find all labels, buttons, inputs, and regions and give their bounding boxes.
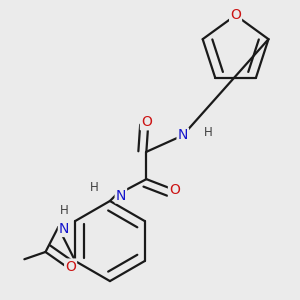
Text: O: O [169, 183, 180, 197]
Text: N: N [116, 188, 126, 203]
Text: O: O [230, 8, 241, 22]
Text: H: H [60, 204, 68, 217]
Text: H: H [204, 126, 213, 139]
Text: O: O [141, 115, 152, 129]
Text: N: N [178, 128, 188, 142]
Text: O: O [65, 260, 76, 274]
Text: N: N [59, 222, 69, 236]
Text: H: H [90, 181, 99, 194]
